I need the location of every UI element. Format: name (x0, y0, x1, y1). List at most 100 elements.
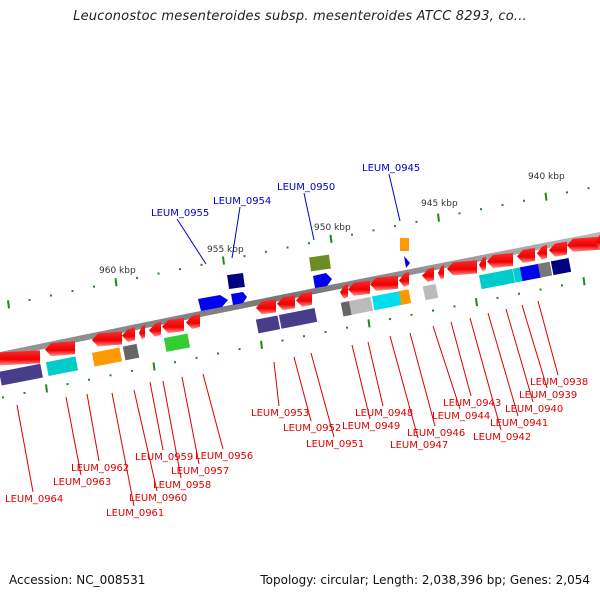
gene-label-bottom[interactable]: LEUM_0960 (129, 493, 187, 504)
cog-box (550, 257, 572, 276)
gene-arrow (149, 321, 161, 337)
gene-arrow (256, 299, 276, 315)
cog-box (0, 363, 43, 386)
leader-line (149, 381, 164, 451)
accession-text: Accession: NC_008531 (9, 573, 146, 587)
gene-label-bottom[interactable]: LEUM_0941 (490, 418, 548, 429)
leader-line (273, 361, 280, 407)
gene-LEUM_0955[interactable] (198, 295, 228, 311)
tick-track-outer (7, 187, 590, 309)
gene-label-bottom[interactable]: LEUM_0951 (306, 439, 364, 450)
gene-LEUM_0945[interactable] (400, 238, 410, 268)
leader-line (537, 300, 559, 376)
tick-track-inner (2, 277, 586, 399)
cog-box (296, 308, 318, 326)
genome-summary: Topology: circular; Length: 2,038,396 bp… (260, 573, 590, 587)
kbp-label: 940 kbp (528, 172, 565, 182)
tick-major (222, 256, 225, 265)
gene-label-bottom[interactable]: LEUM_0961 (106, 508, 164, 519)
gene-label-bottom[interactable]: LEUM_0963 (53, 477, 111, 488)
cog-box (91, 347, 123, 367)
gene-label-bottom[interactable]: LEUM_0949 (342, 421, 400, 432)
tick-major (260, 340, 263, 349)
leader-line (111, 392, 135, 507)
gene-arrow (370, 275, 398, 291)
cog-box (45, 356, 79, 376)
gene-labels-bottom: LEUM_0964 LEUM_0963 LEUM_0962 LEUM_0961 LEUM… (5, 300, 588, 519)
gene-label-bottom[interactable]: LEUM_0944 (432, 411, 490, 422)
gene-arrow (487, 252, 513, 268)
cog-box (422, 283, 439, 301)
gene-label-top[interactable]: LEUM_0954 (213, 196, 271, 207)
tick-major (152, 362, 156, 371)
cog-box (537, 261, 553, 278)
kbp-label: 950 kbp (314, 223, 351, 233)
gene-arrow (186, 314, 200, 330)
gene-arrow (45, 341, 75, 357)
tick-major (582, 277, 586, 286)
kbp-label: 960 kbp (99, 266, 136, 276)
gene-arrow (277, 295, 295, 311)
leader-line (202, 373, 224, 450)
tick-major (544, 192, 548, 201)
leader-line (469, 317, 502, 431)
gene-label-bottom[interactable]: LEUM_0956 (195, 451, 253, 462)
gene-arrow (399, 271, 409, 287)
gene-label-bottom[interactable]: LEUM_0962 (71, 463, 129, 474)
gene-label-bottom[interactable]: LEUM_0939 (519, 390, 577, 401)
gene-label-bottom[interactable]: LEUM_0964 (5, 494, 63, 505)
cog-box (122, 343, 140, 361)
gene-label-bottom[interactable]: LEUM_0953 (251, 408, 309, 419)
leader-line (450, 321, 472, 397)
leader-line (133, 389, 158, 492)
leader-line (505, 308, 534, 403)
gene-label-bottom[interactable]: LEUM_0946 (407, 428, 465, 439)
gene-label-bottom[interactable]: LEUM_0957 (171, 466, 229, 477)
gene-label-bottom[interactable]: LEUM_0952 (283, 423, 341, 434)
cog-box (478, 268, 516, 290)
kbp-label: 945 kbp (421, 199, 458, 209)
gene-label-bottom[interactable]: LEUM_0948 (355, 408, 413, 419)
cog-box (255, 315, 281, 334)
gene-LEUM_0950[interactable] (309, 254, 332, 288)
cog-box (348, 296, 374, 315)
gene-label-top[interactable]: LEUM_0955 (151, 208, 209, 219)
leader-line (409, 332, 436, 427)
gene-arrow (122, 327, 135, 343)
gene-label-bottom[interactable]: LEUM_0947 (390, 440, 448, 451)
cog-box (519, 263, 543, 282)
gene-LEUM_0954[interactable] (227, 272, 247, 305)
leader-line (487, 312, 519, 417)
leader-line (181, 376, 200, 465)
genome-backbone (0, 232, 600, 358)
cog-track (0, 257, 572, 386)
gene-arrow (139, 324, 145, 340)
gene-label-bottom[interactable]: LEUM_0942 (473, 432, 531, 443)
leader-line (432, 325, 461, 410)
gene-arrow (92, 331, 122, 347)
leader-line (65, 396, 82, 476)
gene-label-top[interactable]: LEUM_0945 (362, 163, 420, 174)
leader-line (351, 344, 371, 420)
gene-label-bottom[interactable]: LEUM_0938 (530, 377, 588, 388)
leader-line (521, 304, 548, 389)
gene-label-top[interactable]: LEUM_0950 (277, 182, 335, 193)
leader-line (389, 335, 419, 439)
kbp-label: 955 kbp (207, 245, 244, 255)
genome-title: Leuconostoc mesenteroides subsp. mesente… (73, 9, 527, 24)
gene-arrow (0, 350, 40, 366)
tick-major (329, 234, 333, 244)
gene-label-bottom[interactable]: LEUM_0959 (135, 452, 193, 463)
leader-line (16, 404, 34, 493)
gene-arrow (596, 235, 600, 249)
gene-arrow (438, 264, 444, 280)
tick-major (475, 298, 478, 307)
gene-arrow (348, 280, 370, 296)
gene-label-bottom[interactable]: LEUM_0940 (505, 404, 563, 415)
gene-label-bottom[interactable]: LEUM_0943 (443, 398, 501, 409)
cog-box (340, 300, 353, 317)
gene-label-bottom[interactable]: LEUM_0958 (153, 480, 211, 491)
gene-arrow (549, 241, 567, 257)
gene-arrow (479, 256, 486, 272)
